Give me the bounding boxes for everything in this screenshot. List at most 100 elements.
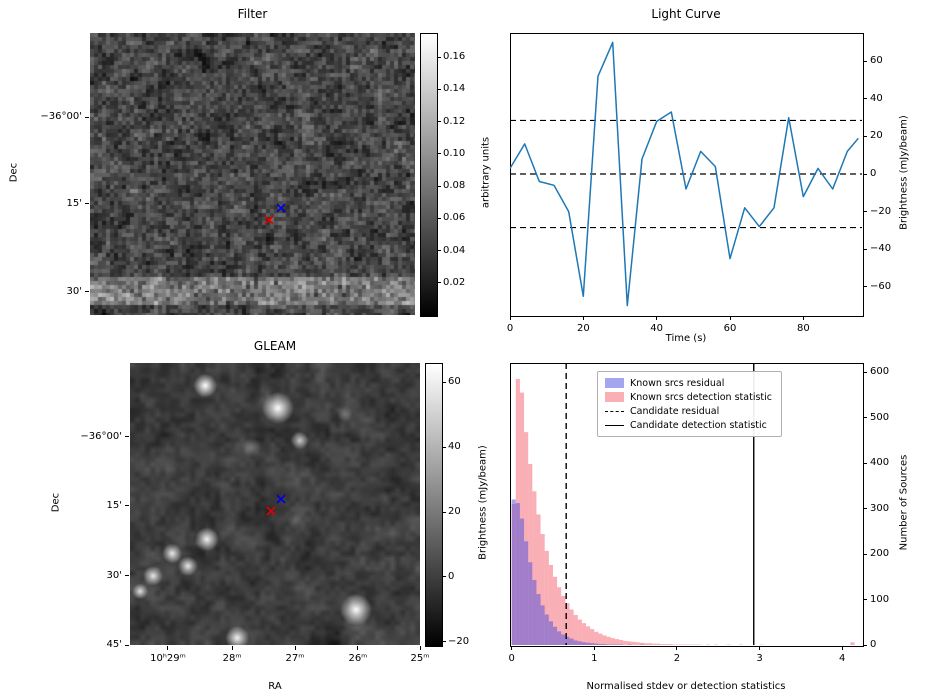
tick-label: 28ᵐ <box>222 653 242 664</box>
legend-patch-blue <box>605 378 624 388</box>
tick-mark <box>442 511 446 513</box>
tick-label: 45' <box>106 639 122 650</box>
tick-mark <box>231 646 233 650</box>
tick-mark <box>125 436 129 438</box>
tick-mark <box>863 211 867 213</box>
histogram-plot <box>511 363 855 645</box>
tick-mark <box>863 248 867 250</box>
legend-item-known-residual: Known srcs residual <box>605 376 772 390</box>
gleam-marker-blue <box>276 489 286 504</box>
tick-label: 40 <box>650 323 664 334</box>
legend-patch-pink <box>605 392 624 402</box>
legend-dashed-line-sample <box>605 410 624 412</box>
tick-label: −36°00' <box>80 430 122 442</box>
histogram-xlabel: Normalised stdev or detection statistics <box>586 681 786 692</box>
gleam-xlabel: RA <box>268 681 282 692</box>
tick-label: 60 <box>870 55 883 67</box>
tick-mark <box>593 646 595 650</box>
tick-label: 400 <box>870 457 890 469</box>
tick-mark <box>841 646 843 650</box>
tick-label: 10ʰ29ᵐ <box>150 653 186 664</box>
legend-label: Candidate residual <box>630 405 720 417</box>
tick-mark <box>437 88 441 90</box>
gleam-ylabel: Dec <box>50 492 62 513</box>
tick-label: 26ᵐ <box>348 653 368 664</box>
tick-mark <box>509 316 511 320</box>
tick-mark <box>863 644 867 646</box>
tick-mark <box>437 153 441 155</box>
tick-mark <box>863 371 867 373</box>
tick-label: 0 <box>506 323 514 334</box>
tick-mark <box>442 641 446 643</box>
legend-item-candidate-detection: Candidate detection statistic <box>605 418 772 432</box>
tick-label: 600 <box>870 366 890 378</box>
tick-label: −20 <box>870 205 892 217</box>
tick-label: 0 <box>870 639 877 650</box>
tick-label: −36°00' <box>40 111 82 123</box>
legend-solid-line-sample <box>605 424 624 426</box>
tick-mark <box>656 316 658 320</box>
tick-mark <box>863 417 867 419</box>
lightcurve-xlabel: Time (s) <box>665 333 707 344</box>
legend-label: Known srcs detection statistic <box>630 391 772 403</box>
tick-mark <box>863 508 867 510</box>
tick-label: 20 <box>576 323 590 334</box>
tick-label: −20 <box>448 635 470 647</box>
gleam-image <box>130 363 420 645</box>
tick-mark <box>437 250 441 252</box>
gleam-colorbar <box>425 363 443 647</box>
tick-label: 0 <box>870 168 877 179</box>
tick-mark <box>863 286 867 288</box>
tick-label: 40 <box>870 92 883 104</box>
filter-colorbar-label: arbitrary units <box>480 136 492 209</box>
tick-label: 100 <box>870 593 890 605</box>
tick-label: 0.08 <box>443 180 466 192</box>
tick-mark <box>85 291 89 293</box>
tick-label: 20 <box>448 506 461 518</box>
tick-label: 30' <box>66 285 82 297</box>
tick-mark <box>85 116 89 118</box>
tick-label: 20 <box>870 130 883 142</box>
tick-mark <box>437 56 441 58</box>
tick-mark <box>802 316 804 320</box>
lightcurve-ylabel: Brightness (mJy/beam) <box>898 115 910 230</box>
tick-mark <box>442 576 446 578</box>
tick-mark <box>125 575 129 577</box>
tick-mark <box>729 316 731 320</box>
tick-mark <box>863 599 867 601</box>
tick-label: 4 <box>838 653 846 664</box>
tick-label: 0.04 <box>443 244 466 256</box>
tick-mark <box>511 646 513 650</box>
tick-mark <box>863 553 867 555</box>
legend-item-known-detection: Known srcs detection statistic <box>605 390 772 404</box>
legend-item-candidate-residual: Candidate residual <box>605 404 772 418</box>
tick-label: −40 <box>870 243 892 255</box>
tick-label: 80 <box>796 323 810 334</box>
tick-label: 200 <box>870 548 890 560</box>
filter-marker-red <box>264 210 274 225</box>
filter-title: Filter <box>237 7 268 21</box>
tick-label: 0.14 <box>443 83 466 95</box>
filter-ylabel: Dec <box>8 162 20 183</box>
tick-mark <box>863 60 867 62</box>
tick-label: 3 <box>756 653 763 664</box>
tick-mark <box>419 646 421 650</box>
tick-label: 25ᵐ <box>410 653 430 664</box>
tick-label: 0.10 <box>443 147 466 159</box>
tick-mark <box>582 316 584 320</box>
gleam-title: GLEAM <box>253 339 297 353</box>
tick-mark <box>759 646 761 650</box>
tick-mark <box>357 646 359 650</box>
tick-mark <box>863 173 867 175</box>
tick-label: 0.16 <box>443 51 466 63</box>
tick-label: −60 <box>870 280 892 292</box>
tick-label: 15' <box>106 499 122 511</box>
tick-mark <box>863 462 867 464</box>
tick-label: 2 <box>673 653 681 664</box>
histogram-ylabel: Number of Sources <box>898 454 910 551</box>
lightcurve-plot <box>510 41 862 307</box>
tick-label: 0.12 <box>443 115 466 127</box>
tick-label: 0 <box>508 653 515 664</box>
tick-label: 30' <box>106 569 122 581</box>
